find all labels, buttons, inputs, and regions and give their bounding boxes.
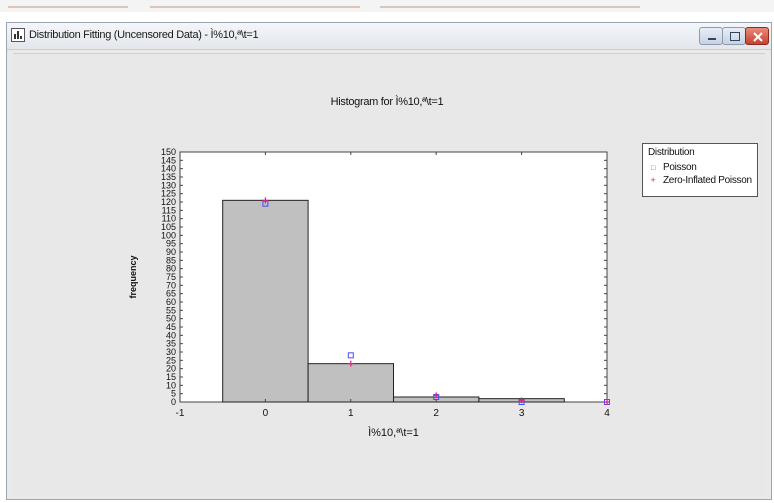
- legend-label-zero-inflated-poisson: Zero-Inflated Poisson: [663, 175, 752, 186]
- y-tick-label: 110: [162, 214, 176, 224]
- y-tick-label: 50: [166, 314, 176, 324]
- x-tick-label: 1: [348, 408, 354, 419]
- y-tick-label: 130: [161, 180, 176, 190]
- y-tick-label: 75: [166, 272, 176, 282]
- zero-inflated-poisson-point: [518, 397, 525, 404]
- y-tick-label: 35: [166, 339, 176, 349]
- histogram-bar: [307, 363, 395, 403]
- zero-inflated-poisson-point: [347, 360, 354, 367]
- plus-marker-icon: +: [650, 175, 656, 185]
- y-tick-label: 105: [161, 222, 176, 232]
- x-tick-label: 4: [604, 408, 610, 419]
- x-tick-label: 3: [519, 408, 525, 419]
- x-tick-label: 2: [433, 408, 439, 419]
- y-tick-label: 0: [171, 397, 176, 407]
- background-strip: [0, 0, 774, 12]
- chart-legend: Distribution □ Poisson + Zero-Inflated Poi…: [642, 143, 758, 197]
- close-icon: [753, 32, 763, 42]
- x-tick-label: 0: [263, 408, 269, 419]
- y-tick-label: 65: [166, 289, 176, 299]
- y-tick-label: 140: [161, 164, 176, 174]
- legend-item-poisson: □ Poisson: [648, 162, 697, 173]
- y-tick-label: 90: [166, 247, 176, 257]
- y-tick-label: 95: [166, 239, 176, 249]
- zero-inflated-poisson-point: [433, 392, 440, 399]
- y-tick-label: 25: [166, 355, 176, 365]
- y-tick-label: 135: [161, 172, 176, 182]
- chart-title: Histogram for Ì%10,ª\t=1: [330, 96, 444, 108]
- y-tick-label: 150: [161, 147, 176, 157]
- window-title: Distribution Fitting (Uncensored Data) -…: [29, 29, 259, 41]
- y-tick-label: 40: [166, 330, 176, 340]
- histogram-bar: [222, 199, 309, 403]
- close-button[interactable]: [745, 27, 769, 45]
- legend-title: Distribution: [648, 147, 695, 158]
- poisson-point: [347, 352, 354, 359]
- y-tick-label: 100: [161, 230, 176, 240]
- x-tick-label: -1: [176, 408, 185, 419]
- legend-item-zero-inflated-poisson: + Zero-Inflated Poisson: [648, 175, 753, 186]
- y-tick-label: 120: [161, 197, 176, 207]
- window-titlebar[interactable]: Distribution Fitting (Uncensored Data) -…: [7, 23, 771, 50]
- y-tick-label: 5: [171, 389, 176, 399]
- y-axis-label: frequency: [128, 255, 138, 298]
- legend-label-poisson: Poisson: [663, 162, 697, 173]
- y-tick-label: 45: [166, 322, 176, 332]
- y-tick-label: 55: [166, 305, 176, 315]
- y-tick-label: 30: [166, 347, 176, 357]
- y-tick-label: 80: [166, 264, 176, 274]
- y-tick-label: 20: [166, 364, 176, 374]
- square-marker-icon: □: [651, 165, 655, 172]
- y-tick-label: 125: [161, 189, 176, 199]
- maximize-icon: [730, 32, 740, 41]
- minimize-icon: [708, 38, 716, 40]
- statgraphics-document-icon: [11, 28, 25, 42]
- y-tick-label: 145: [161, 155, 176, 165]
- y-tick-label: 60: [166, 297, 176, 307]
- y-tick-label: 85: [166, 255, 176, 265]
- zero-inflated-poisson-point: [604, 399, 610, 405]
- zero-inflated-poisson-point: [262, 197, 269, 204]
- y-tick-label: 10: [166, 380, 176, 390]
- y-tick-label: 70: [166, 280, 176, 290]
- x-axis-label: Ì%10,ª\t=1: [368, 426, 419, 439]
- y-tick-label: 115: [162, 205, 176, 215]
- y-tick-label: 15: [166, 372, 176, 382]
